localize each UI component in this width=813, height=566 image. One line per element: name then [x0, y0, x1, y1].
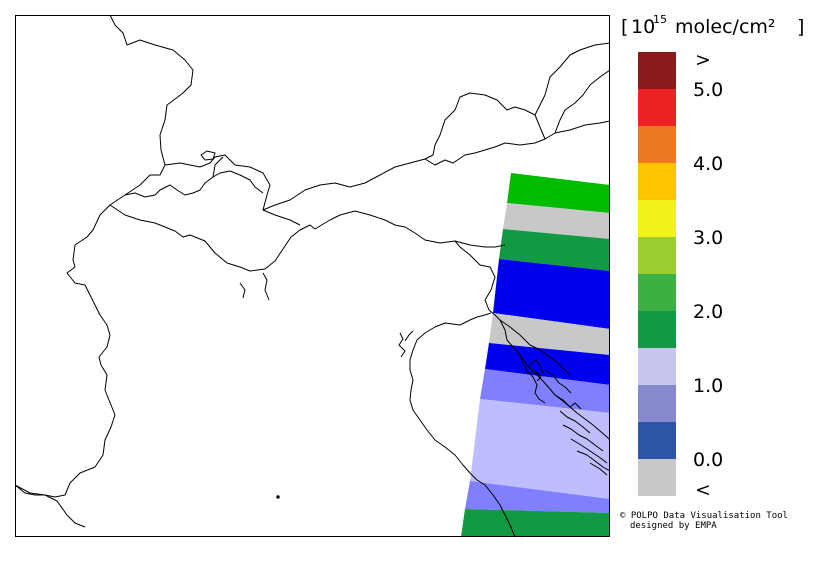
swath-pixel [507, 173, 610, 213]
legend-unit-close-bracket: ] [797, 16, 804, 38]
legend-tick-label: 1.0 [693, 375, 723, 397]
legend-bin [638, 237, 676, 274]
legend-tick-label: 4.0 [693, 153, 723, 175]
swath-pixel [493, 259, 610, 329]
swath-pixel [489, 313, 610, 355]
swath-pixel [465, 481, 610, 513]
legend-bin [638, 89, 676, 126]
legend-tick-label: 5.0 [693, 79, 723, 101]
lakes [200, 150, 270, 301]
color-legend: [ 10 15 molec/cm² ] > 5.0 4.0 3.0 2.0 1.… [621, 13, 804, 501]
legend-bin [638, 126, 676, 163]
coastlines [15, 312, 610, 537]
legend-bin [638, 274, 676, 311]
legend-tick-label: 2.0 [693, 301, 723, 323]
legend-unit-base: 10 [631, 16, 655, 38]
legend-unit-open-bracket: [ [621, 16, 628, 38]
legend-bin [638, 163, 676, 200]
legend-unit-exponent: 15 [653, 13, 667, 26]
legend-bin [638, 311, 676, 348]
swath-pixel [461, 509, 610, 537]
legend-tick-label: 3.0 [693, 227, 723, 249]
legend-over-label: > [695, 49, 711, 71]
credit-line: designed by EMPA [630, 521, 717, 531]
legend-bin [638, 348, 676, 385]
legend-bin [638, 200, 676, 237]
legend-bin [638, 52, 676, 89]
legend-color-bins [638, 52, 676, 496]
swath-pixel [485, 343, 610, 385]
credit-text: © POLPO Data Visualisation Tool designed… [620, 511, 788, 531]
legend-under-label: < [695, 479, 711, 501]
country-borders [15, 15, 610, 498]
swath-pixel [470, 399, 610, 499]
map-canvas [15, 15, 610, 537]
legend-unit-text: molec/cm² [675, 16, 776, 38]
legend-bin [638, 459, 676, 496]
map-panel [15, 15, 610, 537]
swath-pixel [480, 369, 610, 413]
swath-pixel [499, 229, 610, 271]
legend-bin [638, 422, 676, 459]
satellite-swath [461, 173, 610, 537]
credit-line: © POLPO Data Visualisation Tool [620, 511, 788, 521]
map-border [15, 15, 610, 537]
legend-tick-label: 0.0 [693, 449, 723, 471]
swath-pixel [503, 203, 610, 239]
legend-bin [638, 385, 676, 422]
